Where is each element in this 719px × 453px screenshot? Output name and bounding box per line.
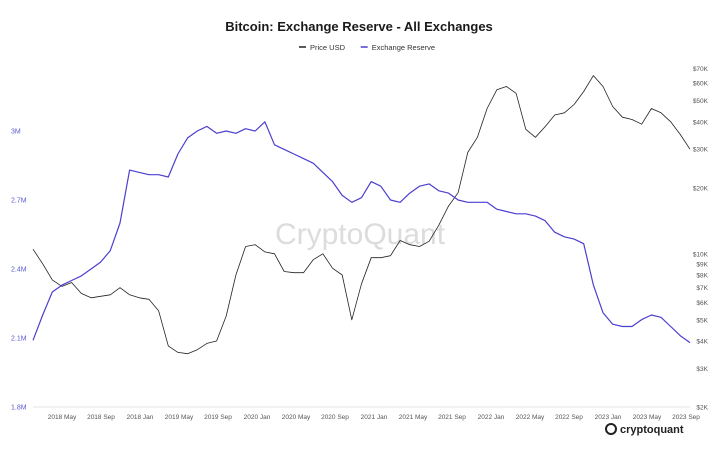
right-tick-label: $10K (693, 251, 709, 258)
x-tick-label: 2022 Sep (555, 414, 583, 421)
right-axis: $2K $3K $4K $5K $6K $7K $8K $9K $10K $20K $30K $40K… (693, 66, 709, 411)
series-line-exchange-reserve (32, 121, 691, 344)
left-axis: 1.8M 2.1M 2.4M 2.7M 3M (11, 129, 27, 412)
legend: Price USD Exchange Reserve (299, 43, 435, 52)
x-tick-label: 2020 Jan (244, 414, 271, 421)
x-tick-label: 2022 May (516, 414, 545, 421)
x-tick-label: 2021 Jan (361, 414, 388, 421)
watermark: CryptoQuant (275, 218, 446, 251)
right-tick-label: $5K (696, 317, 708, 324)
x-tick-label: 2020 Sep (321, 414, 349, 421)
x-tick-label: 2023 May (633, 414, 662, 421)
right-tick-label: $6K (696, 300, 708, 307)
brand-logo: cryptoquant (605, 423, 684, 436)
left-tick-label: 2.7M (11, 198, 27, 205)
brand-logo-icon (605, 423, 617, 435)
x-tick-label: 2019 Sep (204, 414, 232, 421)
x-tick-label: 2019 May (165, 414, 194, 421)
right-tick-label: $60K (693, 81, 709, 88)
right-tick-label: $8K (696, 273, 708, 280)
right-tick-label: $20K (693, 185, 709, 192)
x-tick-label: 2018 May (48, 414, 77, 421)
x-tick-label: 2018 Sep (87, 414, 115, 421)
series-layer (32, 75, 691, 355)
x-tick-label: 2020 May (282, 414, 311, 421)
x-tick-label: 2023 Jan (595, 414, 622, 421)
brand-logo-text: cryptoquant (620, 424, 684, 436)
x-axis: 2018 May 2018 Sep 2018 Jan 2019 May 2019 Sep… (48, 414, 701, 421)
right-tick-label: $7K (696, 285, 708, 292)
right-tick-label: $50K (693, 98, 709, 105)
right-tick-label: $40K (693, 119, 709, 126)
x-tick-label: 2018 Jan (127, 414, 154, 421)
legend-label: Price USD (310, 43, 346, 52)
right-tick-label: $3K (696, 366, 708, 373)
left-tick-label: 3M (11, 129, 21, 136)
x-tick-label: 2021 Sep (438, 414, 466, 421)
chart-title: Bitcoin: Exchange Reserve - All Exchange… (225, 19, 493, 34)
left-tick-label: 2.4M (11, 267, 27, 274)
right-tick-label: $70K (693, 66, 709, 73)
right-tick-label: $30K (693, 147, 709, 154)
x-tick-label: 2021 May (399, 414, 428, 421)
legend-label: Exchange Reserve (372, 43, 435, 52)
x-tick-label: 2022 Jan (478, 414, 505, 421)
right-tick-label: $9K (696, 261, 708, 268)
right-tick-label: $2K (696, 405, 708, 412)
left-tick-label: 1.8M (11, 405, 27, 412)
series-line-price-usd (32, 75, 691, 355)
x-tick-label: 2023 Sep (672, 414, 700, 421)
right-tick-label: $4K (696, 339, 708, 346)
left-tick-label: 2.1M (11, 336, 27, 343)
